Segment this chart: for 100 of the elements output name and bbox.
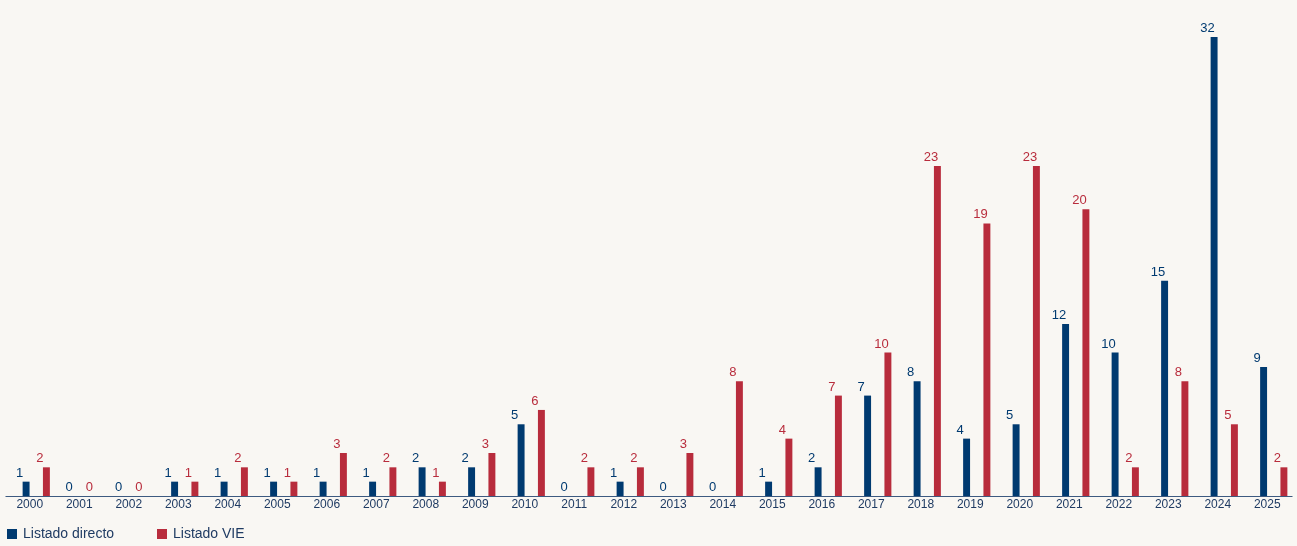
- bar: [913, 381, 921, 496]
- bar: [191, 481, 199, 496]
- data-label: 2: [580, 450, 589, 466]
- bar: [319, 481, 327, 496]
- data-label: 0: [65, 479, 73, 494]
- bar: [884, 352, 892, 496]
- bar: [1012, 424, 1020, 496]
- x-tick-label: 2015: [758, 496, 786, 511]
- x-tick-label: 2010: [511, 496, 539, 511]
- data-label: 2: [234, 450, 242, 466]
- data-label: 1: [263, 464, 271, 480]
- x-tick-label: 2021: [1055, 496, 1083, 511]
- data-label: 2: [1125, 450, 1133, 466]
- data-label: 1: [15, 464, 24, 480]
- data-label: 0: [114, 479, 123, 494]
- bar: [488, 452, 496, 496]
- data-label: 1: [184, 464, 193, 480]
- x-tick-label: 2018: [907, 496, 935, 511]
- x-tick-label: 2020: [1006, 496, 1034, 511]
- bar: [1161, 280, 1169, 496]
- bar: [517, 424, 525, 496]
- bar: [42, 467, 50, 496]
- bar: [270, 481, 278, 496]
- bar: [587, 467, 595, 496]
- x-tick-label: 2000: [16, 496, 44, 511]
- data-label: 0: [708, 479, 717, 494]
- bar: [686, 452, 694, 496]
- data-label: 10: [1101, 335, 1116, 351]
- data-label: 3: [481, 435, 490, 451]
- x-tick-label: 2009: [461, 496, 489, 511]
- x-tick-label: 2025: [1253, 496, 1281, 511]
- bar: [290, 481, 298, 496]
- bar: [1032, 166, 1040, 496]
- bar: [240, 467, 248, 496]
- x-tick-label: 2019: [956, 496, 984, 511]
- bar: [864, 395, 872, 496]
- data-label: 1: [758, 464, 766, 480]
- data-label: 0: [85, 479, 94, 494]
- bar: [1062, 323, 1070, 496]
- data-label: 15: [1150, 263, 1166, 279]
- bar: [765, 481, 773, 496]
- bar: [814, 467, 822, 496]
- bar: [1260, 366, 1268, 496]
- bar: [220, 481, 228, 496]
- bar: [616, 481, 624, 496]
- x-tick-label: 2014: [709, 496, 737, 511]
- data-label: 32: [1200, 20, 1215, 35]
- data-label: 1: [213, 464, 222, 480]
- data-label: 2: [382, 450, 391, 466]
- x-tick-label: 2003: [164, 496, 192, 511]
- x-tick-label: 2005: [263, 496, 291, 511]
- x-tick-label: 2008: [412, 496, 440, 511]
- bar: [983, 223, 991, 496]
- data-label: 2: [807, 450, 816, 466]
- data-label: 8: [729, 364, 737, 380]
- bar: [1131, 467, 1139, 496]
- bar: [171, 481, 179, 496]
- bar: [537, 409, 545, 496]
- data-label: 5: [510, 407, 519, 423]
- data-label: 2: [630, 450, 638, 466]
- data-label: 23: [1022, 149, 1038, 165]
- legend-label: Listado VIE: [173, 525, 245, 541]
- data-label: 8: [906, 364, 915, 380]
- bar: [785, 438, 793, 496]
- legend-label: Listado directo: [23, 525, 115, 541]
- x-tick-label: 2007: [362, 496, 390, 511]
- data-label: 10: [874, 335, 889, 351]
- data-label: 3: [679, 435, 688, 451]
- bar: [1181, 381, 1189, 496]
- data-label: 2: [1273, 450, 1282, 466]
- x-tick-label: 2013: [659, 496, 687, 511]
- data-label: 0: [560, 479, 568, 494]
- data-label: 19: [973, 206, 988, 222]
- bar: [933, 166, 941, 496]
- data-label: 12: [1051, 306, 1067, 322]
- x-tick-label: 2011: [561, 496, 588, 511]
- data-label: 8: [1174, 364, 1183, 380]
- data-label: 9: [1253, 349, 1261, 365]
- x-tick-label: 2006: [313, 496, 341, 511]
- data-label: 1: [609, 464, 618, 480]
- x-tick-label: 2004: [214, 496, 242, 511]
- x-tick-label: 2002: [115, 496, 143, 511]
- x-tick-label: 2023: [1154, 496, 1182, 511]
- x-tick-label: 2001: [65, 496, 93, 511]
- bar: [468, 467, 476, 496]
- bar: [418, 467, 426, 496]
- data-label: 5: [1224, 407, 1232, 423]
- data-label: 23: [923, 149, 939, 165]
- bar: [834, 395, 842, 496]
- bar: [963, 438, 971, 496]
- bar: [1082, 209, 1090, 496]
- x-tick-label: 2012: [610, 496, 638, 511]
- data-label: 5: [1005, 407, 1014, 423]
- data-label: 1: [362, 464, 370, 480]
- bar: [438, 481, 446, 496]
- x-tick-label: 2024: [1204, 496, 1232, 511]
- data-label: 1: [283, 464, 292, 480]
- data-label: 1: [164, 464, 172, 480]
- data-label: 4: [778, 421, 787, 437]
- data-label: 0: [135, 479, 143, 494]
